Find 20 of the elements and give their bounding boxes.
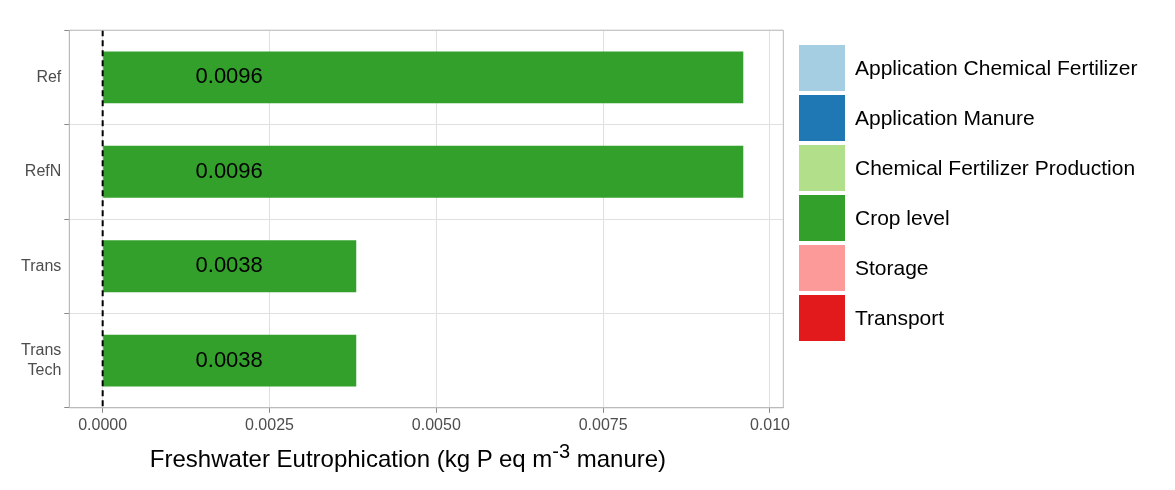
- data-label: 0.0096: [195, 63, 263, 89]
- data-label: 0.0096: [195, 157, 263, 183]
- x-tick-label: 0.0025: [245, 415, 295, 433]
- legend-label: Storage: [855, 256, 929, 280]
- x-tick-label: 0.0075: [578, 415, 628, 433]
- x-tick-label: 0.0000: [78, 415, 128, 433]
- x-tick-label: 0.0050: [411, 415, 461, 433]
- y-tick-label: RefN: [24, 162, 62, 180]
- x-tick-label: 0.010: [749, 415, 791, 433]
- x-axis-title: Freshwater Eutrophication (kg P eq m$^{-3}$ manure): [148, 440, 668, 473]
- legend-label: Chemical Fertilizer Production: [855, 156, 1136, 180]
- y-tick-label: Trans Tech: [20, 341, 62, 378]
- legend-label: Crop level: [855, 206, 950, 230]
- legend-label: Application Manure: [855, 106, 1035, 130]
- legend-label: Transport: [855, 306, 945, 330]
- data-label: 0.0038: [195, 252, 263, 278]
- legend-label: Application Chemical Fertilizer: [855, 56, 1138, 80]
- y-tick-label: Ref: [36, 67, 62, 85]
- y-tick-label: Trans: [20, 256, 62, 274]
- data-label: 0.0038: [195, 346, 263, 372]
